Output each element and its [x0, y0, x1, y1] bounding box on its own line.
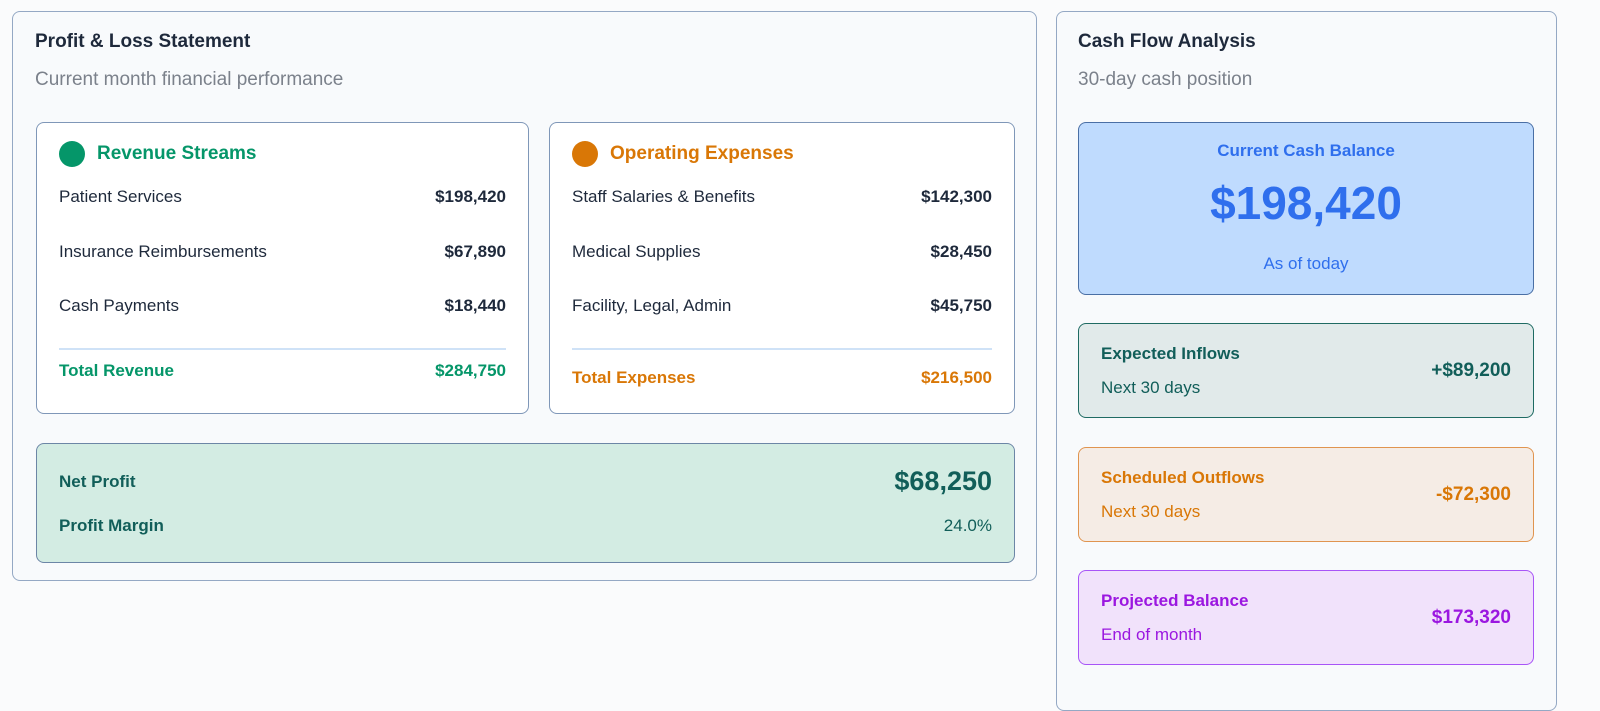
panel-title: Operating Expenses [610, 143, 794, 164]
list-item: Patient Services $198,420 [59, 187, 506, 206]
expenses-dot-icon [572, 141, 598, 167]
current-balance-value: $198,420 [1210, 177, 1402, 229]
scheduled-outflows-panel: Scheduled Outflows Next 30 days -$72,300 [1078, 447, 1534, 542]
expected-inflows-panel: Expected Inflows Next 30 days +$89,200 [1078, 323, 1534, 418]
current-balance-panel: Current Cash Balance $198,420 As of toda… [1078, 122, 1534, 295]
profit-loss-card: Profit & Loss Statement Current month fi… [12, 11, 1037, 581]
card-title: Profit & Loss Statement [35, 31, 251, 52]
cash-flow-card: Cash Flow Analysis 30-day cash position … [1056, 11, 1557, 711]
total-expenses-row: Total Expenses $216,500 [572, 368, 992, 387]
net-profit-label: Net Profit [59, 471, 136, 491]
operating-expenses-panel: Operating Expenses Staff Salaries & Bene… [549, 122, 1015, 414]
net-profit-panel: Net Profit $68,250 Profit Margin 24.0% [36, 443, 1015, 563]
projected-balance-panel: Projected Balance End of month $173,320 [1078, 570, 1534, 665]
panel-title: Revenue Streams [97, 143, 257, 164]
revenue-dot-icon [59, 141, 85, 167]
net-profit-value: $68,250 [894, 466, 992, 496]
card-title: Cash Flow Analysis [1078, 31, 1256, 52]
list-item: Medical Supplies $28,450 [572, 242, 992, 261]
divider [572, 348, 992, 350]
list-item: Insurance Reimbursements $67,890 [59, 242, 506, 261]
revenue-streams-panel: Revenue Streams Patient Services $198,420… [36, 122, 529, 414]
list-item: Staff Salaries & Benefits $142,300 [572, 187, 992, 206]
card-subtitle: 30-day cash position [1078, 69, 1253, 90]
list-item: Facility, Legal, Admin $45,750 [572, 296, 992, 315]
card-subtitle: Current month financial performance [35, 69, 344, 90]
total-revenue-row: Total Revenue $284,750 [59, 361, 506, 380]
divider [59, 348, 506, 350]
list-item: Cash Payments $18,440 [59, 296, 506, 315]
profit-margin-value: 24.0% [943, 516, 992, 535]
profit-margin-label: Profit Margin [59, 516, 164, 535]
